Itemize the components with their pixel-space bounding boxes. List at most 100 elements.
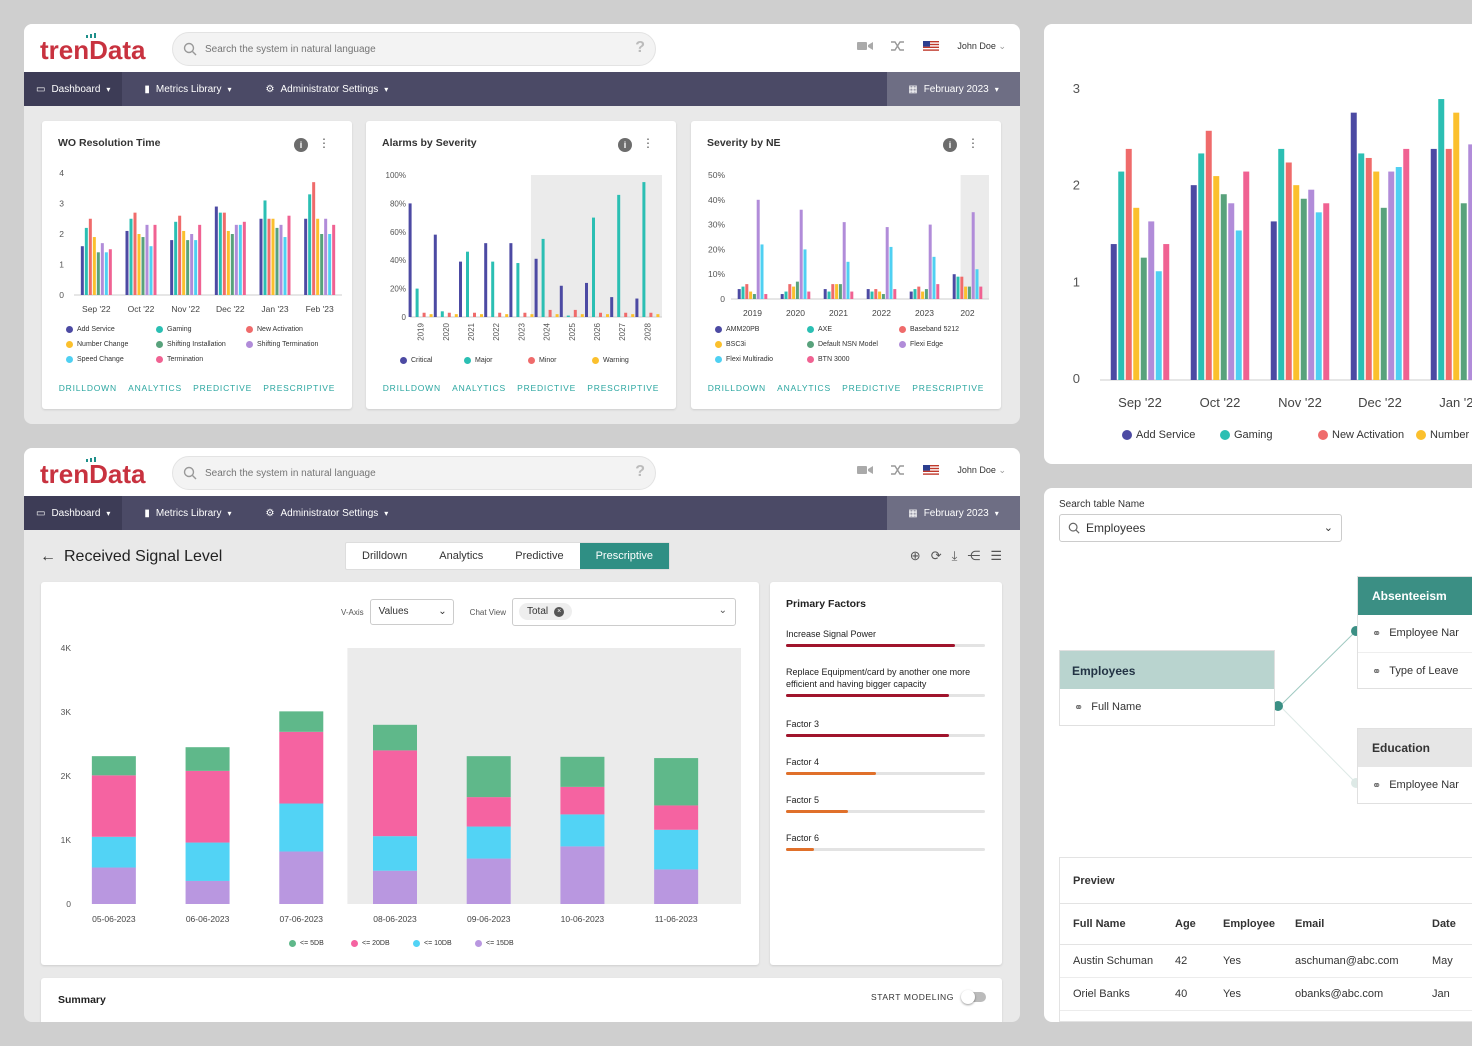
legend-item[interactable]: <= 10DB <box>413 940 452 947</box>
date-picker[interactable]: ▦ February 2023 ▾ <box>887 496 1020 530</box>
tab-drilldown[interactable]: Drilldown <box>362 550 408 562</box>
add-icon[interactable]: ⊕ <box>909 548 921 563</box>
v-axis-select[interactable]: Values ⌄ <box>369 599 454 625</box>
x-tick-label: 2021 <box>467 322 476 340</box>
info-icon[interactable]: i <box>618 138 632 152</box>
legend-item[interactable]: AXE <box>807 326 832 333</box>
entity-absenteeism[interactable]: Absenteeism ⚭ Employee Nar ⚭ Type of Leave <box>1357 576 1472 689</box>
link-drilldown[interactable]: DRILLDOWN <box>58 383 117 393</box>
legend-item[interactable]: Number <box>1416 429 1469 441</box>
link-prescriptive[interactable]: PRESCRIPTIVE <box>912 383 985 393</box>
search-input[interactable] <box>205 467 605 479</box>
back-arrow-icon[interactable]: ← <box>40 548 56 565</box>
legend-item[interactable]: Number Change <box>66 341 128 348</box>
more-icon[interactable]: ⋮ <box>642 136 654 150</box>
legend-item[interactable]: New Activation <box>246 326 303 333</box>
link-drilldown[interactable]: DRILLDOWN <box>382 383 441 393</box>
column-header[interactable]: Date <box>1432 917 1456 930</box>
user-menu[interactable]: John Doe ⌄ <box>957 41 1006 52</box>
legend-item[interactable]: Add Service <box>66 326 115 333</box>
help-icon[interactable]: ? <box>635 39 645 56</box>
chip-total[interactable]: Total × <box>519 603 573 620</box>
legend-item[interactable]: Critical <box>400 357 432 364</box>
legend-item[interactable]: Shifting Installation <box>156 341 226 348</box>
us-flag-icon[interactable] <box>923 465 940 475</box>
link-prescriptive[interactable]: PRESCRIPTIVE <box>587 383 660 393</box>
legend-item[interactable]: Flexi Edge <box>899 341 943 348</box>
shuffle-icon[interactable] <box>891 464 905 476</box>
help-icon[interactable]: ? <box>635 463 645 480</box>
legend-item[interactable]: Baseband 5212 <box>899 326 959 333</box>
search-input[interactable] <box>205 43 605 55</box>
legend-item[interactable]: Shifting Termination <box>246 341 318 348</box>
nav-dashboard[interactable]: ▭ Dashboard ▾ <box>24 496 123 530</box>
search-table-select[interactable]: Employees ⌄ <box>1059 514 1342 542</box>
toggle-switch[interactable] <box>961 990 986 1004</box>
column-header[interactable]: Email <box>1295 917 1325 930</box>
entity-field[interactable]: ⚭ Full Name <box>1060 689 1274 726</box>
link-drilldown[interactable]: DRILLDOWN <box>707 383 766 393</box>
nav-metrics-library[interactable]: ▮ Metrics Library ▾ <box>132 72 243 106</box>
legend-item[interactable]: AMM20PB <box>715 326 759 333</box>
tab-prescriptive[interactable]: Prescriptive <box>579 543 670 569</box>
legend-item[interactable]: <= 15DB <box>475 940 514 947</box>
entity-field[interactable]: ⚭ Employee Nar <box>1358 615 1472 653</box>
table-row[interactable]: Oriel Banks 40 Yes obanks@abc.com Jan <box>1060 977 1472 1010</box>
legend-item[interactable]: Default NSN Model <box>807 341 878 348</box>
share-icon[interactable]: ⋲ <box>967 548 981 563</box>
nav-admin-settings[interactable]: ⚙ Administrator Settings ▾ <box>254 496 401 530</box>
legend-item[interactable]: Flexi Multiradio <box>715 356 773 363</box>
start-modeling-toggle[interactable]: START MODELING <box>871 990 986 1004</box>
info-icon[interactable]: i <box>943 138 957 152</box>
info-icon[interactable]: i <box>294 138 308 152</box>
settings-sliders-icon[interactable]: ☰ <box>990 548 1002 563</box>
link-analytics[interactable]: ANALYTICS <box>128 383 182 393</box>
legend-item[interactable]: BTN 3000 <box>807 356 850 363</box>
table-row[interactable]: Austin Schuman 42 Yes aschuman@abc.com M… <box>1060 944 1472 977</box>
legend-item[interactable]: Gaming <box>156 326 192 333</box>
link-predictive[interactable]: PREDICTIVE <box>842 383 902 393</box>
legend-item[interactable]: Warning <box>592 357 629 364</box>
link-analytics[interactable]: ANALYTICS <box>777 383 831 393</box>
entity-field[interactable]: ⚭ Employee Nar <box>1358 767 1472 804</box>
column-header[interactable]: Full Name <box>1073 917 1126 930</box>
legend-item[interactable]: <= 5DB <box>289 940 324 947</box>
legend-item[interactable]: Major <box>464 357 493 364</box>
shuffle-icon[interactable] <box>891 40 905 52</box>
close-icon[interactable]: × <box>554 606 565 617</box>
entity-field[interactable]: ⚭ Type of Leave <box>1358 653 1472 689</box>
tab-analytics[interactable]: Analytics <box>439 550 484 562</box>
legend-item[interactable]: Speed Change <box>66 356 124 363</box>
nav-dashboard[interactable]: ▭ Dashboard ▾ <box>24 72 123 106</box>
legend-item[interactable]: New Activation <box>1318 429 1404 441</box>
video-icon[interactable] <box>857 41 874 51</box>
more-icon[interactable]: ⋮ <box>318 136 330 150</box>
entity-employees[interactable]: Employees ⚭ Full Name <box>1059 650 1275 726</box>
legend-item[interactable]: Gaming <box>1220 429 1273 441</box>
user-menu[interactable]: John Doe ⌄ <box>957 465 1006 476</box>
search-bar[interactable]: ? <box>172 456 656 490</box>
link-predictive[interactable]: PREDICTIVE <box>517 383 577 393</box>
link-prescriptive[interactable]: PRESCRIPTIVE <box>263 383 336 393</box>
legend-item[interactable]: Add Service <box>1122 429 1195 441</box>
tab-predictive[interactable]: Predictive <box>515 550 564 562</box>
column-header[interactable]: Employee <box>1223 917 1275 930</box>
column-header[interactable]: Age <box>1175 917 1196 930</box>
chat-view-select[interactable]: Total × ⌄ <box>512 598 736 626</box>
search-bar[interactable]: ? <box>172 32 656 66</box>
legend-item[interactable]: BSC3i <box>715 341 746 348</box>
more-icon[interactable]: ⋮ <box>967 136 979 150</box>
date-picker[interactable]: ▦ February 2023 ▾ <box>887 72 1020 106</box>
entity-education[interactable]: Education ⚭ Employee Nar <box>1357 728 1472 804</box>
nav-admin-settings[interactable]: ⚙ Administrator Settings ▾ <box>254 72 401 106</box>
video-icon[interactable] <box>857 465 874 475</box>
legend-item[interactable]: <= 20DB <box>351 940 390 947</box>
refresh-icon[interactable]: ⟳ <box>930 548 942 563</box>
legend-item[interactable]: Minor <box>528 357 557 364</box>
us-flag-icon[interactable] <box>923 41 940 51</box>
legend-item[interactable]: Termination <box>156 356 203 363</box>
link-analytics[interactable]: ANALYTICS <box>452 383 506 393</box>
nav-metrics-library[interactable]: ▮ Metrics Library ▾ <box>132 496 243 530</box>
download-icon[interactable]: ⤓ <box>951 548 958 563</box>
link-predictive[interactable]: PREDICTIVE <box>193 383 253 393</box>
